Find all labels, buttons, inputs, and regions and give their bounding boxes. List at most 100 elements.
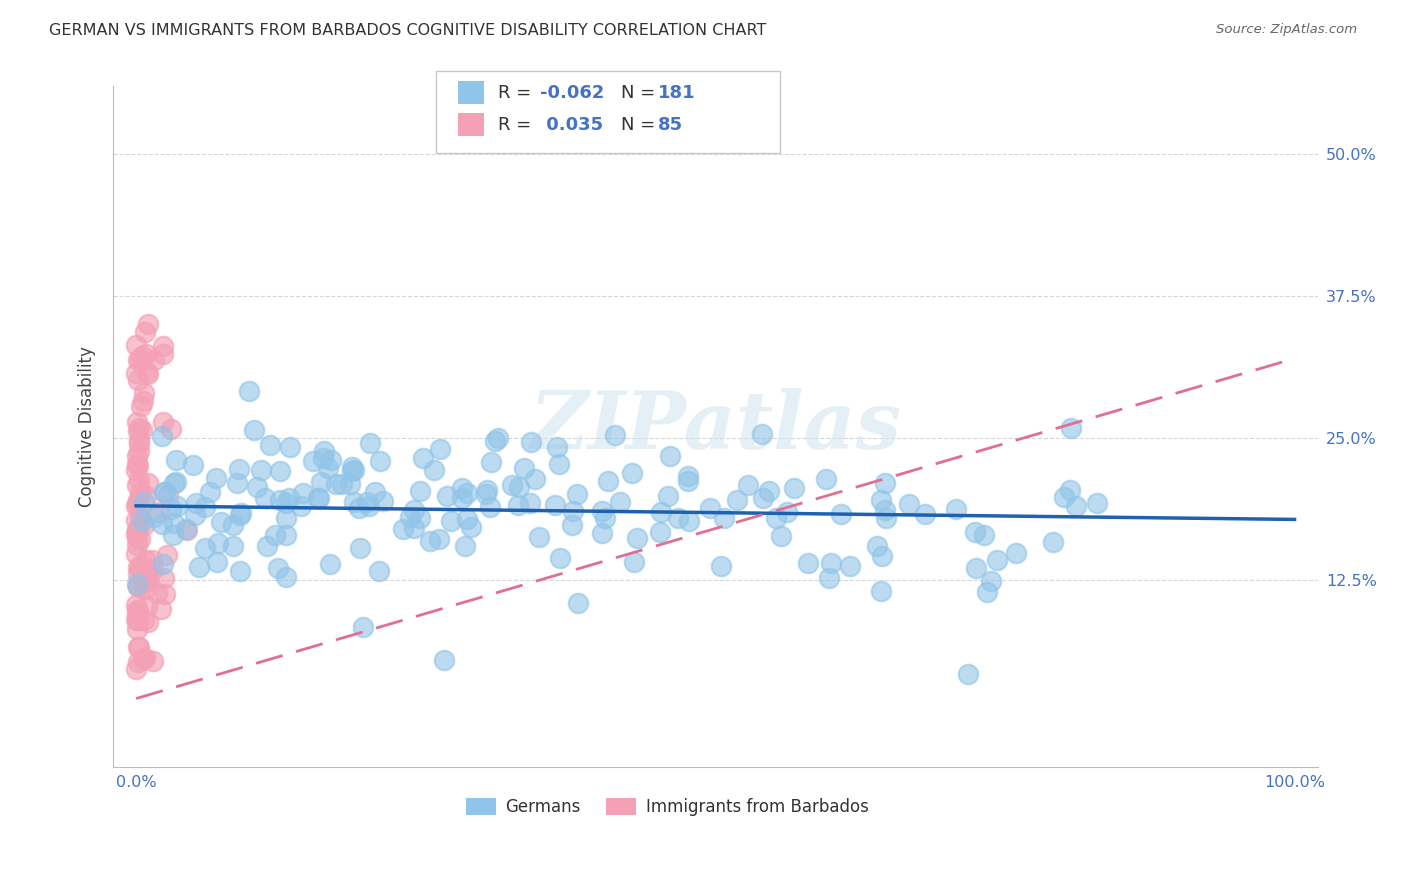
Point (325, 477, 347, 491)
Point (398, 510, 420, 524)
Point (339, 477, 361, 491)
Point (131, 514, 153, 528)
Point (870, 583, 893, 598)
Point (141, 553, 163, 567)
Point (980, 574, 1002, 588)
Point (134, 582, 156, 597)
Point (174, 522, 197, 536)
Point (429, 442, 451, 457)
Point (870, 549, 893, 563)
Point (132, 386, 155, 401)
Point (136, 599, 159, 613)
Point (1064, 500, 1087, 514)
Point (319, 558, 342, 572)
Point (710, 559, 733, 574)
Point (1085, 496, 1108, 510)
Point (125, 523, 148, 537)
Point (229, 506, 252, 520)
Point (340, 460, 363, 475)
Point (194, 541, 217, 555)
Point (125, 613, 148, 627)
Point (125, 526, 148, 541)
Point (475, 483, 498, 497)
Point (986, 552, 1008, 566)
Point (125, 513, 148, 527)
Point (188, 559, 211, 574)
Point (127, 580, 149, 594)
Point (127, 497, 149, 511)
Point (136, 476, 159, 491)
Point (626, 532, 648, 546)
Point (125, 662, 148, 676)
Point (127, 604, 149, 618)
Point (423, 462, 446, 476)
Point (229, 564, 252, 578)
Point (138, 367, 160, 381)
Point (359, 436, 381, 450)
Point (523, 472, 546, 486)
Point (146, 505, 169, 519)
Point (129, 511, 152, 525)
Point (737, 478, 759, 492)
Point (352, 620, 374, 634)
Point (152, 338, 174, 352)
Point (205, 555, 228, 569)
Point (308, 491, 330, 506)
Point (312, 450, 335, 465)
Text: 181: 181 (658, 84, 696, 102)
Point (134, 494, 156, 508)
Point (973, 528, 995, 542)
Point (266, 561, 288, 575)
Point (330, 476, 353, 491)
Point (367, 564, 389, 578)
Point (550, 550, 572, 565)
Point (319, 453, 342, 467)
Text: N =: N = (621, 84, 661, 102)
Point (253, 491, 276, 505)
Point (128, 435, 150, 450)
Point (440, 514, 463, 528)
Point (956, 666, 979, 681)
Point (165, 475, 187, 489)
Point (373, 494, 395, 508)
Point (136, 318, 159, 332)
Point (479, 455, 502, 469)
Point (409, 510, 432, 524)
Point (184, 495, 207, 509)
Point (156, 548, 179, 562)
Point (146, 586, 169, 600)
Point (548, 458, 571, 472)
Point (869, 493, 891, 508)
Point (207, 536, 229, 550)
Point (136, 365, 159, 379)
Point (256, 539, 278, 553)
Point (160, 422, 183, 436)
Point (152, 484, 174, 499)
Point (127, 607, 149, 622)
Point (125, 608, 148, 623)
Point (475, 487, 498, 501)
Legend: Germans, Immigrants from Barbados: Germans, Immigrants from Barbados (458, 791, 876, 822)
Point (127, 640, 149, 655)
Point (129, 560, 152, 574)
Point (132, 652, 155, 666)
Point (486, 431, 509, 445)
Point (758, 483, 780, 498)
Point (519, 496, 541, 510)
Point (402, 503, 425, 517)
Point (875, 511, 897, 525)
Point (127, 449, 149, 463)
Point (451, 491, 474, 505)
Point (156, 488, 179, 502)
Point (274, 570, 297, 584)
Point (134, 613, 156, 627)
Point (897, 497, 920, 511)
Point (127, 579, 149, 593)
Point (125, 523, 148, 537)
Point (125, 603, 148, 617)
Point (621, 466, 644, 480)
Text: GERMAN VS IMMIGRANTS FROM BARBADOS COGNITIVE DISABILITY CORRELATION CHART: GERMAN VS IMMIGRANTS FROM BARBADOS COGNI… (49, 23, 766, 38)
Point (176, 524, 198, 538)
Point (127, 567, 149, 582)
Point (678, 514, 700, 528)
